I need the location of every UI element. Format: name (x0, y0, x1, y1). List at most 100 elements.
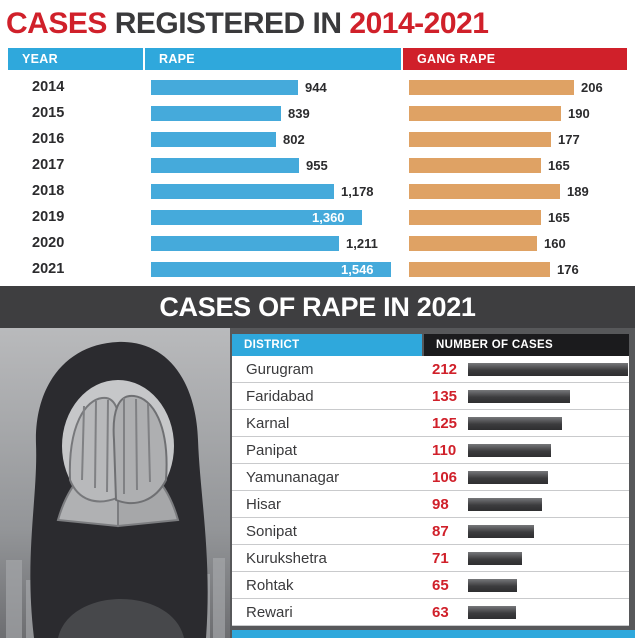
table-row: Kurukshetra 71 (232, 545, 629, 572)
district-cases: 65 (432, 576, 449, 594)
header-rape: RAPE (145, 48, 401, 70)
header-gang-rape: GANG RAPE (403, 48, 627, 70)
gang-rape-value: 165 (548, 157, 570, 173)
district-cases: 212 (432, 360, 458, 378)
district-bar (468, 416, 562, 430)
gang-rape-value: 177 (558, 131, 580, 147)
gang-rape-value: 165 (548, 209, 570, 225)
gang-rape-value: 176 (557, 261, 579, 277)
table-row: 2014 944 206 (8, 74, 627, 100)
gang-rape-bar (409, 209, 541, 225)
rape-value: 1,546 (341, 261, 374, 277)
year-label: 2018 (32, 183, 65, 199)
rape-bar (151, 261, 391, 277)
district-cases: 110 (432, 441, 457, 459)
rape-bar (151, 79, 298, 95)
table-row: Rewari 63 (232, 599, 629, 626)
rape-bar (151, 105, 281, 121)
header-district: DISTRICT (232, 334, 422, 356)
district-cases: 106 (432, 468, 458, 486)
district-name: Faridabad (246, 387, 314, 405)
district-bar (468, 497, 542, 511)
rape-bar (151, 131, 276, 147)
table-row: Faridabad 135 (232, 383, 629, 410)
table-row: 2019 1,360 165 (8, 204, 627, 230)
table-row: Sonipat 87 (232, 518, 629, 545)
district-name: Sonipat (246, 522, 297, 540)
table-row: 2017 955 165 (8, 152, 627, 178)
year-label: 2020 (32, 235, 65, 251)
district-table: DISTRICT NUMBER OF CASES Gurugram 212 Fa… (232, 334, 629, 638)
district-name: Karnal (246, 414, 290, 432)
year-label: 2021 (32, 261, 65, 277)
district-cases: 125 (432, 414, 458, 432)
rape-value: 839 (288, 105, 310, 121)
district-bar (468, 389, 570, 403)
page-title: CASES REGISTERED IN 2014-2021 (0, 0, 635, 46)
gang-rape-bar (409, 235, 537, 251)
cases-registered-section: CASES REGISTERED IN 2014-2021 YEAR RAPE … (0, 0, 635, 282)
year-rows: 2014 944 206 2015 839 190 2016 802 177 2… (8, 74, 627, 282)
rape-bar (151, 209, 362, 225)
section-title: CASES OF RAPE IN 2021 (0, 286, 635, 328)
gang-rape-bar (409, 105, 561, 121)
year-label: 2019 (32, 209, 65, 225)
gang-rape-value: 189 (567, 183, 589, 199)
district-cases: 98 (432, 495, 449, 513)
district-cases: 71 (432, 549, 449, 567)
gang-rape-bar (409, 131, 551, 147)
rape-value: 955 (306, 157, 328, 173)
rape-bar (151, 157, 299, 173)
district-cases: 135 (432, 387, 458, 405)
year-label: 2014 (32, 79, 65, 95)
header-year: YEAR (8, 48, 143, 70)
woman-covering-face-illustration (0, 328, 230, 638)
illustration-svg (0, 328, 230, 638)
table-row: 2021 1,546 176 (8, 256, 627, 282)
rape-bar (151, 183, 334, 199)
district-table-header: DISTRICT NUMBER OF CASES (232, 334, 629, 356)
district-cases: 63 (432, 603, 449, 621)
gang-rape-value: 160 (544, 235, 566, 251)
district-bar (468, 605, 516, 619)
rape-bar (151, 235, 339, 251)
table-row: 2015 839 190 (8, 100, 627, 126)
table-header: YEAR RAPE GANG RAPE (8, 48, 627, 70)
year-label: 2015 (32, 105, 65, 121)
header-number-of-cases: NUMBER OF CASES (424, 334, 629, 356)
rape-value: 1,211 (346, 235, 378, 251)
rape-value: 944 (305, 79, 327, 95)
rape-value: 1,178 (341, 183, 374, 199)
year-label: 2017 (32, 157, 65, 173)
gang-rape-bar (409, 79, 574, 95)
title-prefix: CASES (6, 7, 107, 40)
district-name: Hisar (246, 495, 282, 513)
gang-rape-value: 206 (581, 79, 603, 95)
table-row: 2018 1,178 189 (8, 178, 627, 204)
district-name: Gurugram (246, 360, 314, 378)
rape-value: 1,360 (312, 209, 345, 225)
table-row: 2020 1,211 160 (8, 230, 627, 256)
table-row: 2016 802 177 (8, 126, 627, 152)
title-middle: REGISTERED IN (106, 7, 350, 40)
table-row: Karnal 125 (232, 410, 629, 437)
rape-value: 802 (283, 131, 305, 147)
district-bar (468, 551, 522, 565)
bottom-blue-strip (232, 630, 635, 638)
table-row: Gurugram 212 (232, 356, 629, 383)
district-bar (468, 470, 548, 484)
district-bar (468, 362, 628, 376)
title-suffix: 2014-2021 (349, 7, 489, 40)
gang-rape-bar (409, 183, 560, 199)
gang-rape-bar (409, 261, 550, 277)
table-row: Hisar 98 (232, 491, 629, 518)
district-name: Rohtak (246, 576, 294, 594)
district-cases: 87 (432, 522, 449, 540)
rape-2021-section: CASES OF RAPE IN 2021 (0, 286, 635, 638)
district-bar (468, 443, 551, 457)
district-name: Panipat (246, 441, 297, 459)
gang-rape-bar (409, 157, 541, 173)
district-bar (468, 524, 534, 538)
district-name: Rewari (246, 603, 293, 621)
